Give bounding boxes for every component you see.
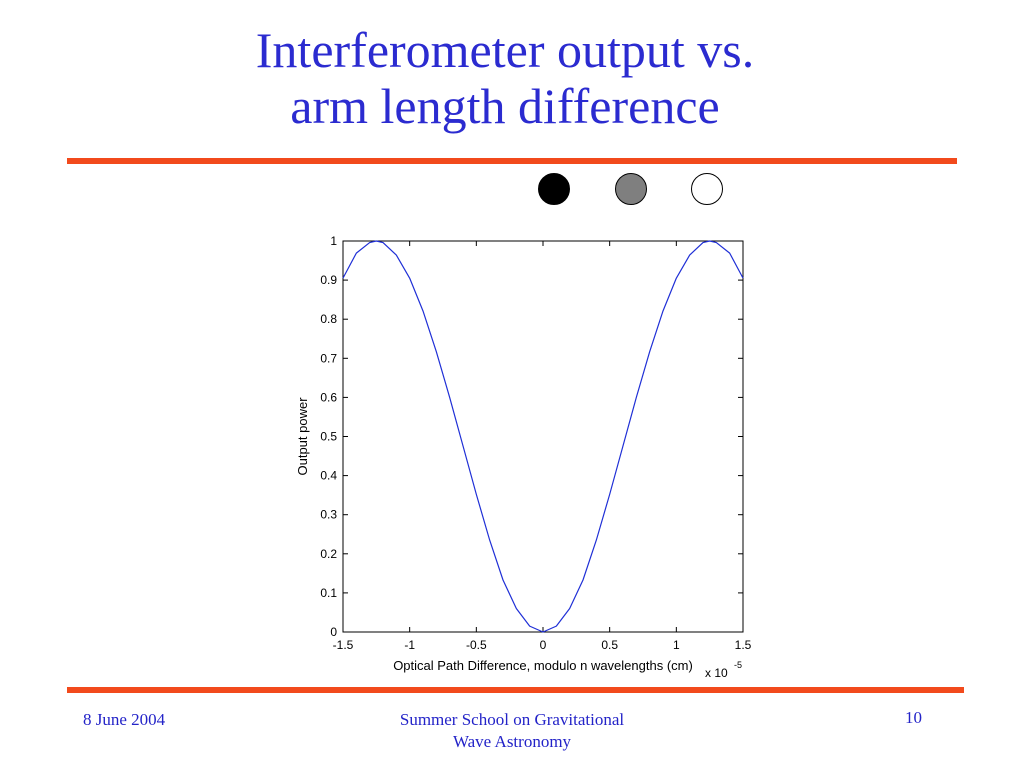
footer-event-line-2: Wave Astronomy: [452, 732, 572, 751]
x-tick-label: -1: [404, 638, 415, 652]
x-tick-label: 0: [540, 638, 547, 652]
y-tick-label: 0: [330, 625, 337, 639]
title-line-1: Interferometer output vs.: [255, 22, 755, 78]
output-power-chart: -1.5 -1 -0.5 0 0.5 1 1.5 0 0.1 0.2 0.3 0.4 0.5 0.6 0.7…: [295, 234, 752, 680]
y-tick-label: 0.4: [320, 469, 337, 483]
gray-dot-icon: [615, 173, 647, 205]
x-tick-label: -1.5: [333, 638, 354, 652]
x-tick-label: -0.5: [466, 638, 487, 652]
output-power-line: [342, 240, 744, 633]
y-tick-label: 0.7: [320, 351, 337, 365]
black-dot-icon: [538, 173, 570, 205]
x-axis-label: Optical Path Difference, modulo n wavele…: [393, 658, 693, 673]
x-tick-label: 1: [673, 638, 680, 652]
y-tick-label: 1: [330, 234, 337, 248]
bottom-divider: [67, 687, 964, 693]
y-tick-label: 0.1: [320, 586, 337, 600]
y-tick-label: 0.8: [320, 312, 337, 326]
top-divider: [67, 158, 957, 164]
white-dot-icon: [691, 173, 723, 205]
title-line-2: arm length difference: [290, 78, 720, 134]
x-multiplier-label: x 10: [705, 666, 728, 680]
x-tick-label: 1.5: [735, 638, 752, 652]
y-tick-label: 0.2: [320, 547, 337, 561]
x-multiplier-exponent: -5: [734, 660, 742, 670]
footer-date: 8 June 2004: [83, 710, 166, 729]
y-tick-label: 0.3: [320, 508, 337, 522]
footer-event: Summer School on Gravitational Wave Astr…: [362, 709, 662, 753]
page-number: 10: [905, 708, 922, 727]
y-tick-label: 0.6: [320, 390, 337, 404]
x-tick-label: 0.5: [601, 638, 618, 652]
slide-title: Interferometer output vs. arm length dif…: [0, 22, 1010, 134]
y-axis-label: Output power: [295, 397, 310, 476]
y-tick-label: 0.5: [320, 430, 337, 444]
footer-event-line-1: Summer School on Gravitational: [399, 710, 625, 729]
plot-frame: [342, 240, 744, 633]
y-tick-label: 0.9: [320, 273, 337, 287]
